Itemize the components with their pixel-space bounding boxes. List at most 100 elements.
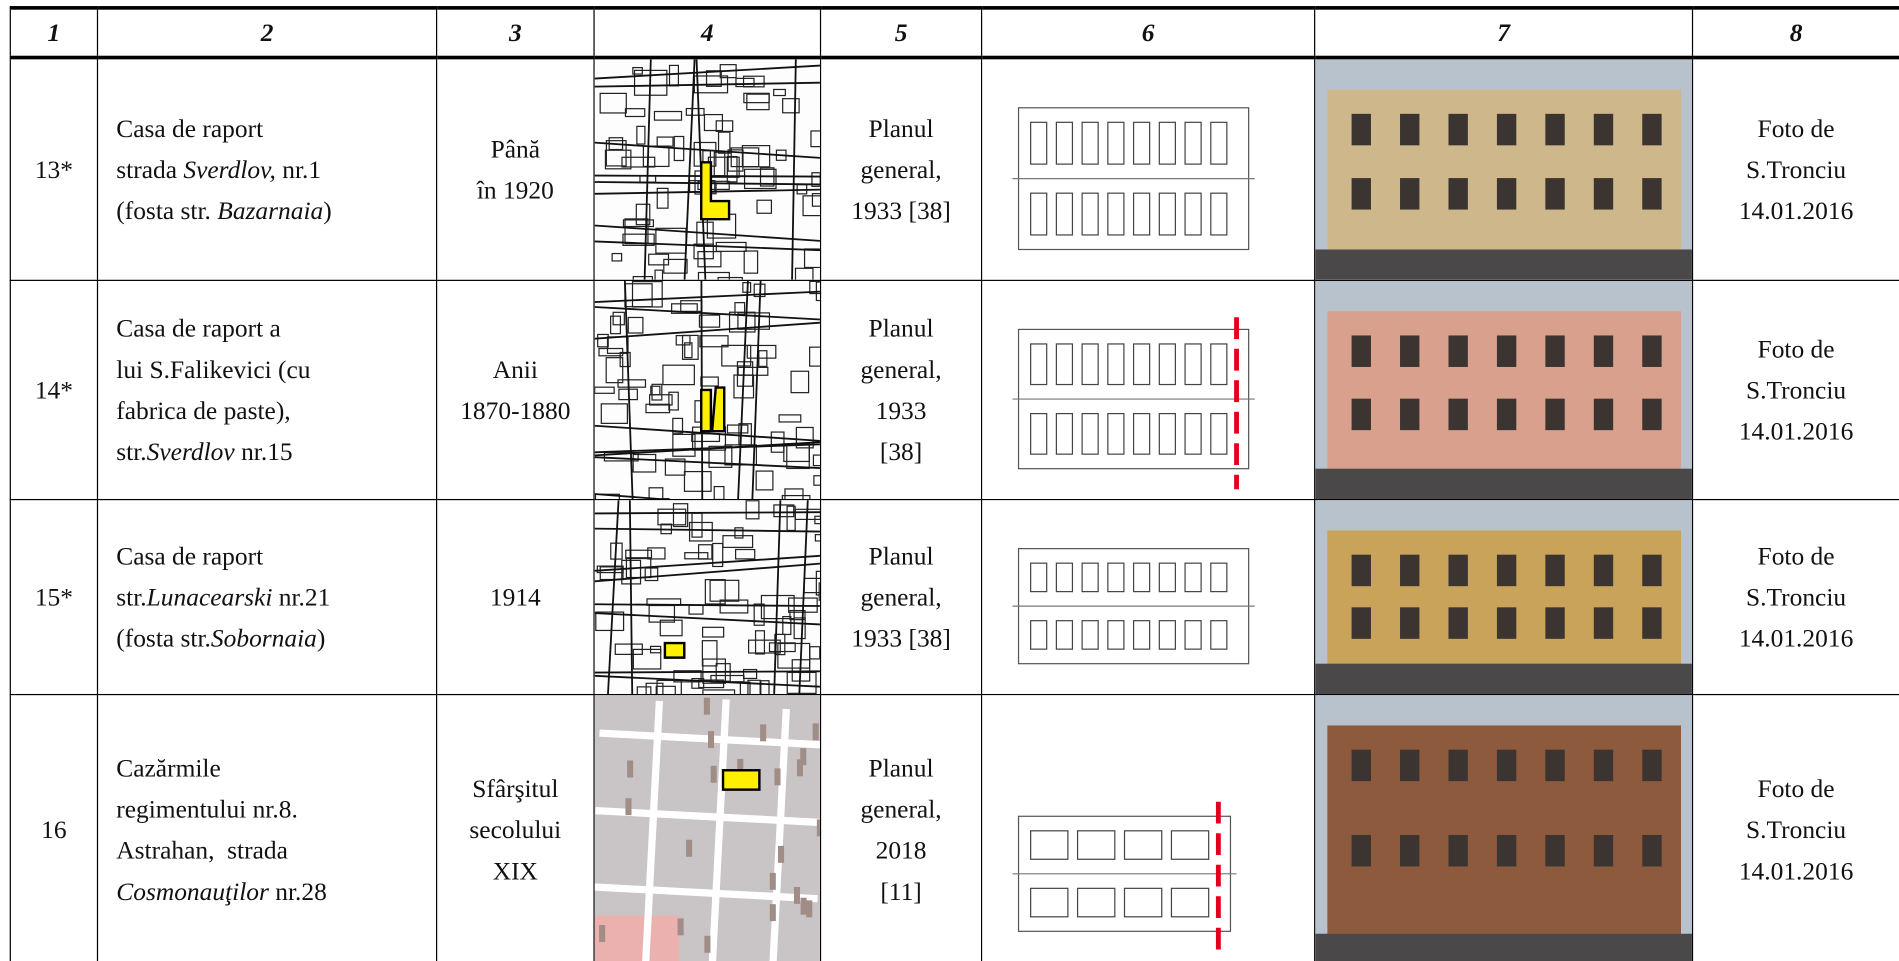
- shape: [1496, 554, 1517, 587]
- shape: [713, 485, 725, 499]
- text-line: Sfârşitul: [472, 773, 559, 803]
- shape: [704, 579, 726, 605]
- image-cell: [980, 498, 1316, 696]
- shape: [1400, 398, 1420, 431]
- shape: [1184, 121, 1202, 165]
- text-run: nr.15: [234, 437, 293, 467]
- shape: [769, 904, 776, 922]
- column-header: 5: [819, 6, 983, 60]
- shape: [607, 500, 620, 694]
- shape: [632, 66, 643, 75]
- shape: [1184, 412, 1202, 455]
- shape: [700, 386, 726, 433]
- shape: [1448, 113, 1468, 146]
- shape: [760, 680, 770, 694]
- shape: [625, 549, 653, 560]
- shape: [1642, 178, 1662, 210]
- shape: [635, 203, 651, 226]
- text-run: Astrahan, strada: [116, 835, 288, 865]
- shape: [650, 385, 661, 396]
- text-line: general,: [860, 155, 942, 185]
- text-line: 14.01.2016: [1738, 856, 1854, 886]
- shape: [1158, 192, 1176, 236]
- shape: [704, 935, 711, 953]
- shape: [1107, 343, 1125, 386]
- text-line: strada Sverdlov, nr.1: [116, 149, 436, 190]
- shape: [595, 306, 820, 321]
- shape: [699, 335, 729, 348]
- shape: [656, 679, 682, 694]
- shape: [628, 500, 634, 694]
- shape: [1351, 335, 1371, 367]
- shape: [745, 500, 760, 520]
- shape: [1642, 398, 1662, 431]
- shape: [621, 156, 656, 168]
- shape: [595, 554, 820, 572]
- image-cell: [593, 498, 822, 696]
- shape: [769, 872, 776, 890]
- shape: [1030, 343, 1048, 386]
- text-line: 1933 [38]: [851, 623, 951, 653]
- shape: [622, 219, 655, 228]
- shape: [1132, 121, 1151, 165]
- text-line: Cosmonauţilor nr.28: [116, 871, 436, 912]
- text-line: 1870-1880: [460, 396, 571, 426]
- cell: Sfârşitul secolului XIX: [435, 693, 595, 961]
- shape: [782, 98, 800, 114]
- shape: [1593, 607, 1614, 639]
- text-line: [11]: [880, 876, 922, 906]
- shape: [1400, 554, 1420, 587]
- cell: 1914: [435, 498, 595, 696]
- row-number: 13*: [34, 155, 73, 185]
- shape: [735, 77, 755, 88]
- shape: [1496, 607, 1517, 639]
- elevation-drawing: [982, 59, 1314, 280]
- shape: [791, 59, 797, 280]
- shape: [1351, 749, 1371, 782]
- text-line: Planul: [868, 113, 934, 143]
- cell: Casa de raport str.Lunacearski nr.21 (fost…: [96, 498, 438, 696]
- image-cell: [1314, 498, 1694, 696]
- shape: [663, 641, 686, 659]
- shape: [1132, 620, 1151, 650]
- shape: [774, 768, 781, 786]
- text-line: str.Lunacearski nr.21: [116, 576, 436, 617]
- shape: [1055, 620, 1074, 650]
- shape: [773, 88, 786, 97]
- text-run: Casa de raport: [116, 541, 264, 571]
- shape: [1593, 398, 1614, 431]
- text-run: regimentului nr.8.: [116, 794, 298, 824]
- shape: [663, 258, 688, 274]
- shape: [812, 723, 819, 741]
- shape: [1545, 749, 1565, 782]
- shape: [622, 233, 655, 246]
- shape: [595, 670, 820, 674]
- shape: [1184, 562, 1202, 593]
- cell: Foto de S.Tronciu 14.01.2016: [1691, 279, 1899, 501]
- table-row: 15* Casa de raport str.Lunacearski nr.21 (f…: [9, 498, 1899, 696]
- shape: [1107, 620, 1125, 650]
- image-cell: [1314, 279, 1694, 501]
- shape: [595, 612, 820, 626]
- shape: [746, 344, 777, 359]
- shape: [1593, 554, 1614, 587]
- shape: [595, 141, 820, 159]
- photo: [1315, 59, 1692, 280]
- shape: [982, 281, 1314, 499]
- shape: [1351, 834, 1371, 867]
- shape: [1545, 834, 1565, 867]
- text-run: nr.28: [268, 876, 327, 906]
- shape: [1400, 607, 1420, 639]
- shape: [703, 697, 710, 715]
- shape: [812, 454, 820, 467]
- shape: [684, 342, 693, 359]
- shape: [1642, 335, 1662, 367]
- shape: [1315, 468, 1692, 499]
- text-line: [38]: [879, 437, 923, 467]
- shape: [1400, 178, 1420, 210]
- shape: [735, 548, 756, 560]
- shape: [751, 281, 762, 499]
- shape: [641, 700, 664, 961]
- shape: [712, 542, 724, 568]
